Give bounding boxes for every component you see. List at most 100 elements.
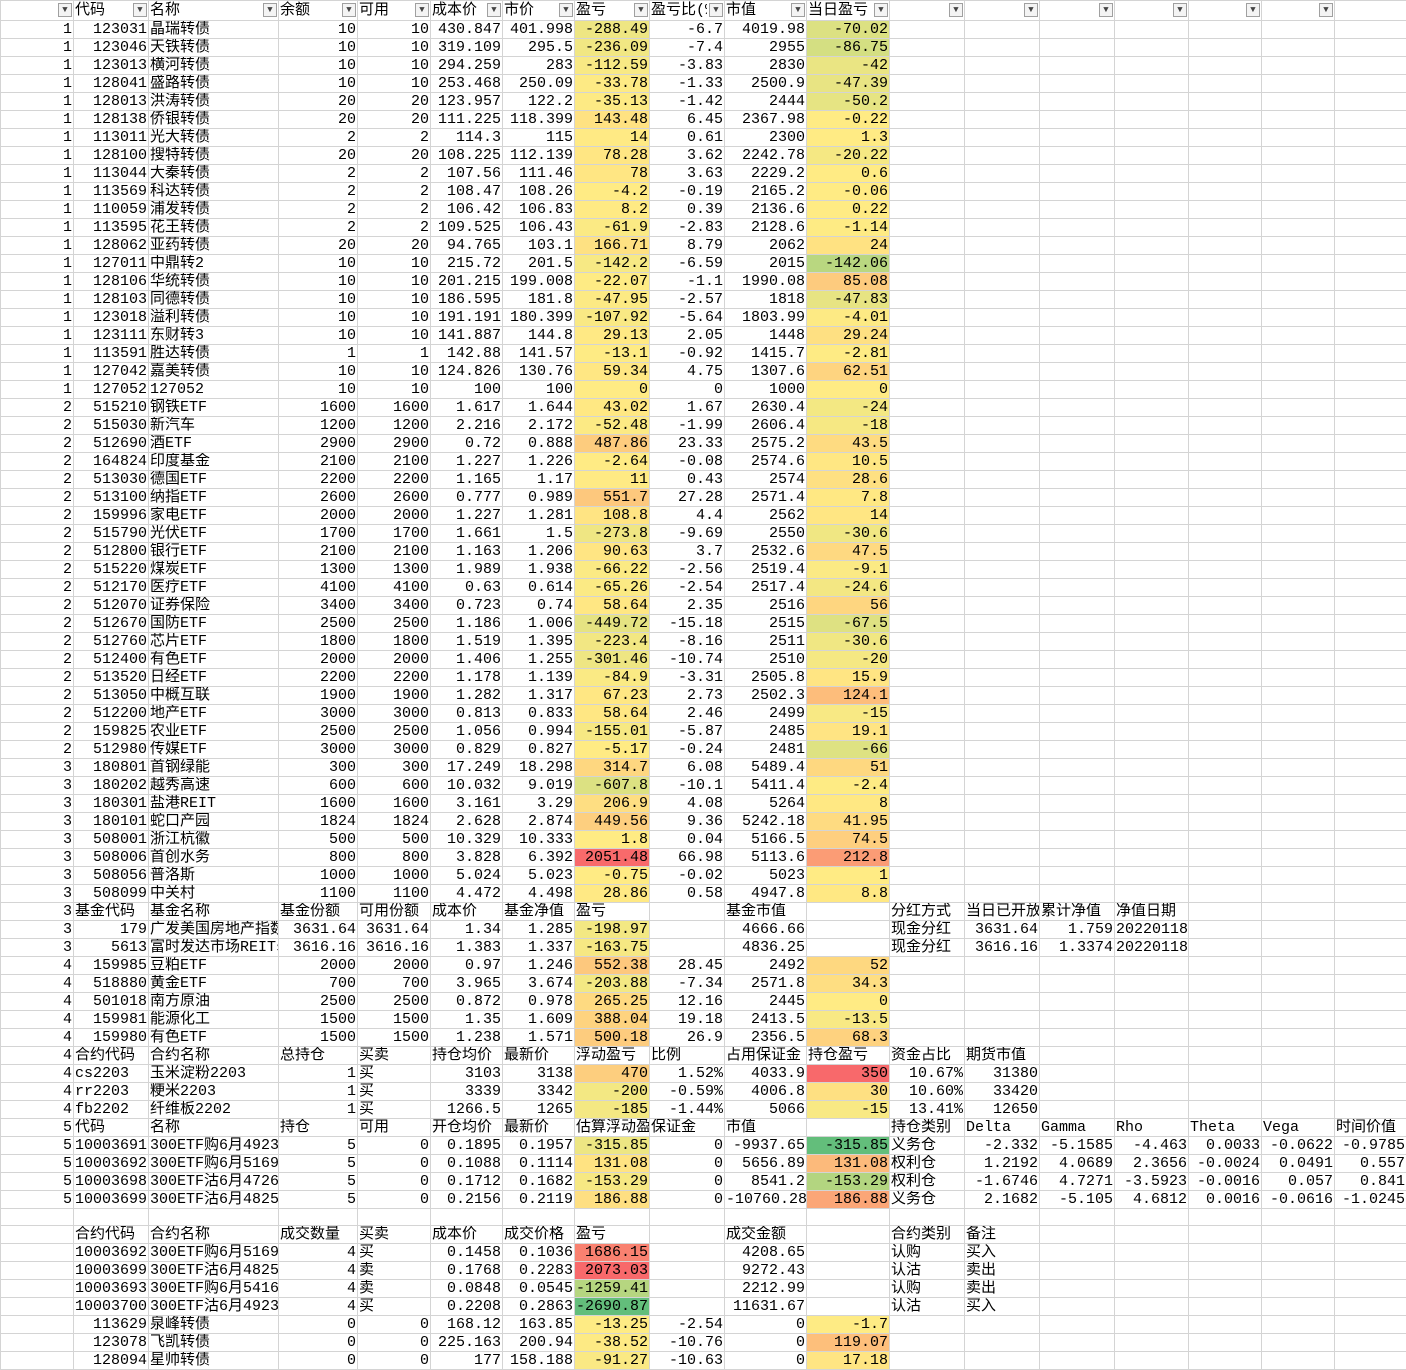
- cell[interactable]: [1262, 1029, 1335, 1047]
- cell[interactable]: 0.43: [650, 471, 725, 489]
- cell[interactable]: 1300: [279, 561, 358, 579]
- cell[interactable]: 2: [279, 219, 358, 237]
- cell[interactable]: [1189, 345, 1262, 363]
- cell[interactable]: [890, 183, 965, 201]
- cell[interactable]: [1189, 849, 1262, 867]
- cell[interactable]: 2: [1, 399, 74, 417]
- cell[interactable]: 买卖: [358, 1226, 431, 1244]
- cell[interactable]: 10003699: [74, 1191, 149, 1209]
- cell[interactable]: 1.383: [431, 939, 503, 957]
- cell[interactable]: 0.2119: [503, 1191, 575, 1209]
- cell[interactable]: [1189, 1083, 1262, 1101]
- cell[interactable]: 1.938: [503, 561, 575, 579]
- cell[interactable]: 600: [358, 777, 431, 795]
- cell[interactable]: [1115, 561, 1189, 579]
- cell[interactable]: 123046: [74, 39, 149, 57]
- cell[interactable]: 4: [1, 1047, 74, 1065]
- cell[interactable]: 159985: [74, 957, 149, 975]
- cell[interactable]: 512070: [74, 597, 149, 615]
- cell[interactable]: [1040, 543, 1115, 561]
- cell[interactable]: [1189, 1316, 1262, 1334]
- cell[interactable]: [1115, 291, 1189, 309]
- cell[interactable]: [1040, 1011, 1115, 1029]
- cell[interactable]: 4.08: [650, 795, 725, 813]
- cell[interactable]: [1115, 345, 1189, 363]
- cell[interactable]: [1262, 579, 1335, 597]
- cell[interactable]: 1900: [358, 687, 431, 705]
- cell[interactable]: 2200: [279, 669, 358, 687]
- cell[interactable]: 钢铁ETF: [149, 399, 279, 417]
- cell[interactable]: [1262, 327, 1335, 345]
- cell[interactable]: 首创水务: [149, 849, 279, 867]
- cell[interactable]: 114.3: [431, 129, 503, 147]
- cell[interactable]: [1115, 813, 1189, 831]
- cell[interactable]: 持仓类别: [890, 1119, 965, 1137]
- cell[interactable]: 医疗ETF: [149, 579, 279, 597]
- cell[interactable]: [1040, 417, 1115, 435]
- cell[interactable]: [890, 885, 965, 903]
- cell[interactable]: [890, 777, 965, 795]
- cell[interactable]: -6.59: [650, 255, 725, 273]
- cell[interactable]: [890, 579, 965, 597]
- cell[interactable]: [807, 1244, 890, 1262]
- cell[interactable]: 600: [279, 777, 358, 795]
- cell[interactable]: 2: [1, 705, 74, 723]
- cell[interactable]: 1803.99: [725, 309, 807, 327]
- cell[interactable]: -50.2: [807, 93, 890, 111]
- cell[interactable]: 蛇口产园: [149, 813, 279, 831]
- cell[interactable]: [503, 1209, 575, 1226]
- cell[interactable]: 4: [279, 1244, 358, 1262]
- cell[interactable]: [1262, 453, 1335, 471]
- cell[interactable]: 551.7: [575, 489, 650, 507]
- cell[interactable]: -223.4: [575, 633, 650, 651]
- cell[interactable]: 430.847: [431, 21, 503, 39]
- cell[interactable]: 0.2283: [503, 1262, 575, 1280]
- cell[interactable]: 1900: [279, 687, 358, 705]
- cell[interactable]: -1.6746: [965, 1173, 1040, 1191]
- cell[interactable]: -5.17: [575, 741, 650, 759]
- cell[interactable]: [1262, 1316, 1335, 1334]
- cell[interactable]: [1335, 111, 1406, 129]
- cell[interactable]: 3.674: [503, 975, 575, 993]
- cell[interactable]: [1040, 327, 1115, 345]
- cell[interactable]: 4.6812: [1115, 1191, 1189, 1209]
- cell[interactable]: 800: [358, 849, 431, 867]
- cell[interactable]: [1262, 615, 1335, 633]
- cell[interactable]: [1040, 471, 1115, 489]
- cell[interactable]: 0.1957: [503, 1137, 575, 1155]
- cell[interactable]: 现金分红: [890, 921, 965, 939]
- cell[interactable]: 估算浮动盈亏: [575, 1119, 650, 1137]
- cell[interactable]: 认沽: [890, 1262, 965, 1280]
- cell[interactable]: [1040, 813, 1115, 831]
- cell[interactable]: 2: [358, 129, 431, 147]
- cell[interactable]: 10: [358, 363, 431, 381]
- cell[interactable]: 国防ETF: [149, 615, 279, 633]
- cell[interactable]: 2136.6: [725, 201, 807, 219]
- cell[interactable]: [890, 201, 965, 219]
- cell[interactable]: [807, 1262, 890, 1280]
- cell[interactable]: 10: [279, 57, 358, 75]
- cell[interactable]: [1115, 57, 1189, 75]
- cell[interactable]: 113591: [74, 345, 149, 363]
- cell[interactable]: [890, 327, 965, 345]
- cell[interactable]: 119.07: [807, 1334, 890, 1352]
- cell[interactable]: -30.6: [807, 525, 890, 543]
- cell[interactable]: 0: [650, 1191, 725, 1209]
- cell[interactable]: 成交金额: [725, 1226, 807, 1244]
- cell[interactable]: [1189, 381, 1262, 399]
- cell[interactable]: -155.01: [575, 723, 650, 741]
- cell[interactable]: [965, 615, 1040, 633]
- filter-dropdown-arrow-icon[interactable]: ▼: [1319, 3, 1333, 17]
- cell[interactable]: 2492: [725, 957, 807, 975]
- cell[interactable]: 0: [650, 381, 725, 399]
- cell[interactable]: -0.0016: [1189, 1173, 1262, 1191]
- cell[interactable]: 1: [1, 237, 74, 255]
- cell[interactable]: [1189, 705, 1262, 723]
- cell[interactable]: 1: [807, 867, 890, 885]
- cell[interactable]: 0.1895: [431, 1137, 503, 1155]
- cell[interactable]: 1.317: [503, 687, 575, 705]
- cell[interactable]: 1.227: [431, 507, 503, 525]
- cell[interactable]: [1115, 1298, 1189, 1316]
- cell[interactable]: 1.282: [431, 687, 503, 705]
- cell[interactable]: 0.6: [807, 165, 890, 183]
